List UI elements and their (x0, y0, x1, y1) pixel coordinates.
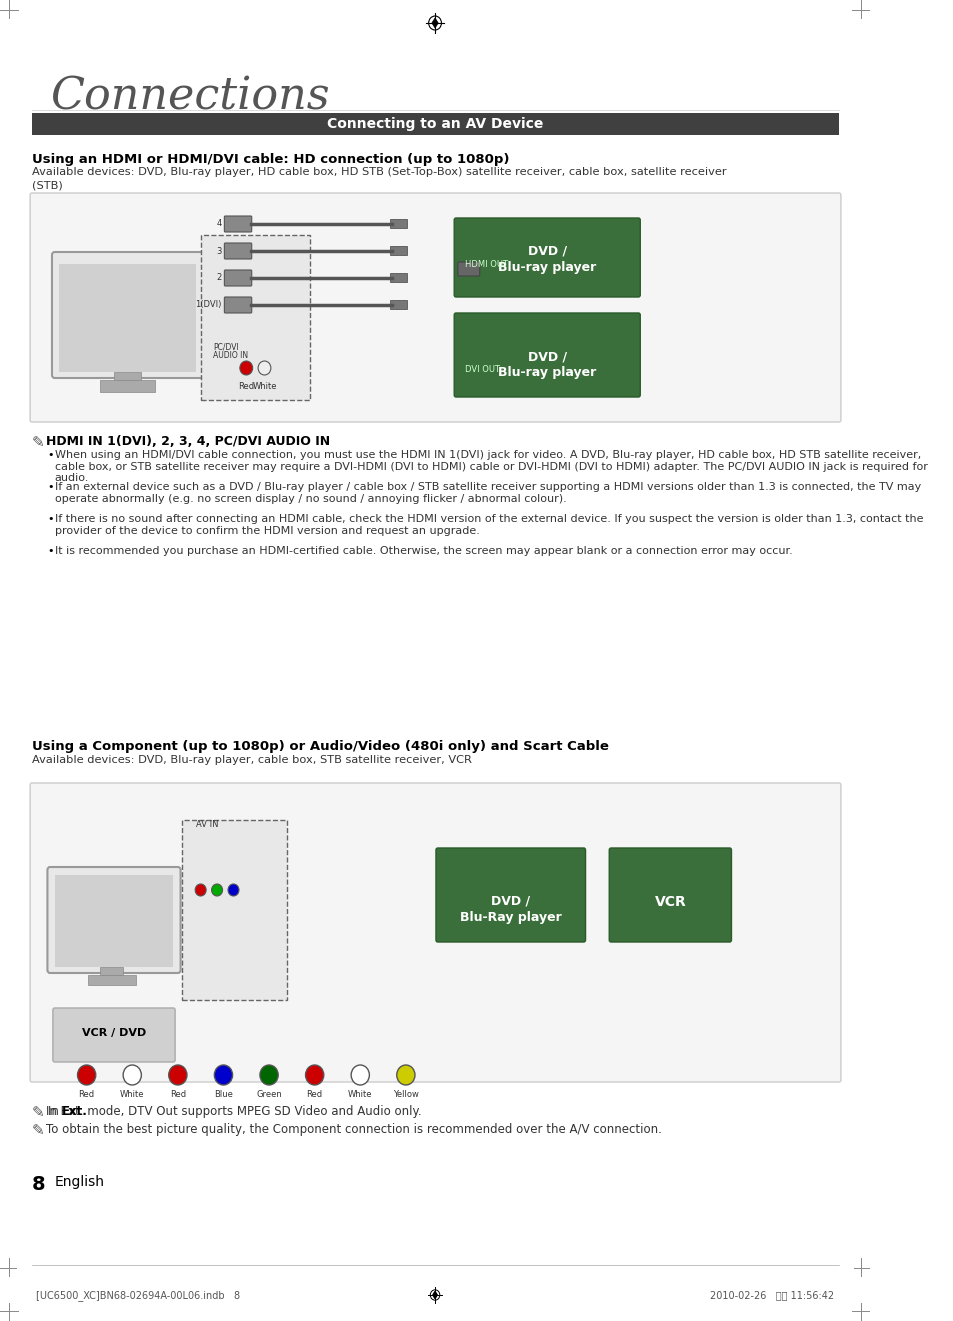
Bar (390, 219, 406, 229)
Text: Available devices: DVD, Blu-ray player, HD cable box, HD STB (Set-Top-Box) satel: Available devices: DVD, Blu-ray player, … (31, 166, 726, 190)
Circle shape (258, 361, 271, 375)
FancyBboxPatch shape (454, 313, 639, 398)
Circle shape (214, 1065, 233, 1085)
Text: •: • (48, 450, 54, 460)
Text: Red: Red (78, 1090, 94, 1099)
Bar (390, 300, 406, 309)
Text: 1(DVI): 1(DVI) (195, 300, 221, 309)
FancyBboxPatch shape (224, 217, 252, 232)
Text: Using an HDMI or HDMI/DVI cable: HD connection (up to 1080p): Using an HDMI or HDMI/DVI cable: HD conn… (31, 153, 509, 166)
Text: 4: 4 (216, 219, 221, 229)
FancyBboxPatch shape (182, 820, 287, 1000)
Text: Blue: Blue (213, 1090, 233, 1099)
Bar (89, 975, 135, 985)
Bar (100, 967, 123, 975)
FancyBboxPatch shape (454, 218, 639, 297)
Bar (100, 380, 155, 392)
FancyBboxPatch shape (224, 269, 252, 287)
FancyBboxPatch shape (30, 783, 840, 1082)
Text: White: White (252, 382, 276, 391)
Circle shape (239, 361, 253, 375)
Text: •: • (48, 514, 54, 524)
Bar (114, 373, 141, 382)
Polygon shape (433, 1292, 436, 1299)
FancyBboxPatch shape (224, 243, 252, 259)
Text: DVD /
Blu-ray player: DVD / Blu-ray player (497, 350, 596, 379)
Text: When using an HDMI/DVI cable connection, you must use the HDMI IN 1(DVI) jack fo: When using an HDMI/DVI cable connection,… (54, 450, 926, 483)
Text: Red: Red (306, 1090, 322, 1099)
Text: PC/DVI: PC/DVI (213, 343, 239, 351)
Text: HDMI OUT: HDMI OUT (465, 260, 508, 269)
Bar (390, 273, 406, 281)
Text: •: • (48, 546, 54, 556)
Text: White: White (120, 1090, 144, 1099)
Polygon shape (432, 18, 437, 28)
FancyBboxPatch shape (30, 193, 840, 421)
Text: If there is no sound after connecting an HDMI cable, check the HDMI version of t: If there is no sound after connecting an… (54, 514, 923, 535)
Text: ✎: ✎ (31, 435, 45, 450)
Text: ✎: ✎ (31, 1123, 45, 1137)
FancyBboxPatch shape (436, 848, 585, 942)
Text: [UC6500_XC]BN68-02694A-00L06.indb   8: [UC6500_XC]BN68-02694A-00L06.indb 8 (36, 1291, 240, 1301)
Text: ✎: ✎ (31, 1104, 45, 1120)
Text: •: • (48, 482, 54, 491)
Text: English: English (54, 1174, 105, 1189)
Text: DVI OUT: DVI OUT (465, 365, 499, 374)
FancyBboxPatch shape (51, 252, 203, 378)
Text: AUDIO IN: AUDIO IN (213, 351, 249, 361)
Circle shape (305, 1065, 323, 1085)
Text: 8: 8 (31, 1174, 46, 1194)
Text: Red: Red (170, 1090, 186, 1099)
Text: White: White (348, 1090, 372, 1099)
Text: VCR / DVD: VCR / DVD (82, 1028, 146, 1038)
Circle shape (351, 1065, 369, 1085)
Text: Using a Component (up to 1080p) or Audio/Video (480i only) and Scart Cable: Using a Component (up to 1080p) or Audio… (31, 740, 608, 753)
FancyBboxPatch shape (59, 264, 196, 373)
Text: In Ext. mode, DTV Out supports MPEG SD Video and Audio only.: In Ext. mode, DTV Out supports MPEG SD V… (46, 1104, 421, 1118)
Circle shape (195, 884, 206, 896)
FancyBboxPatch shape (52, 1008, 175, 1062)
Circle shape (259, 1065, 278, 1085)
Text: HDMI IN 1(DVI), 2, 3, 4, PC/DVI AUDIO IN: HDMI IN 1(DVI), 2, 3, 4, PC/DVI AUDIO IN (46, 435, 330, 448)
Text: 2: 2 (216, 273, 221, 283)
FancyBboxPatch shape (224, 297, 252, 313)
Circle shape (77, 1065, 95, 1085)
FancyBboxPatch shape (54, 875, 173, 967)
Text: DVD /
Blu-Ray player: DVD / Blu-Ray player (459, 896, 561, 923)
Text: Green: Green (256, 1090, 282, 1099)
Text: In: In (49, 1104, 63, 1118)
Text: Available devices: DVD, Blu-ray player, cable box, STB satellite receiver, VCR: Available devices: DVD, Blu-ray player, … (31, 756, 472, 765)
FancyBboxPatch shape (457, 262, 479, 276)
Circle shape (212, 884, 222, 896)
FancyBboxPatch shape (200, 235, 310, 400)
Text: Yellow: Yellow (393, 1090, 418, 1099)
Circle shape (169, 1065, 187, 1085)
FancyBboxPatch shape (48, 867, 180, 974)
Text: If an external device such as a DVD / Blu-ray player / cable box / STB satellite: If an external device such as a DVD / Bl… (54, 482, 920, 503)
Text: It is recommended you purchase an HDMI-certified cable. Otherwise, the screen ma: It is recommended you purchase an HDMI-c… (54, 546, 792, 556)
Text: DVD /
Blu-ray player: DVD / Blu-ray player (497, 244, 596, 273)
Circle shape (396, 1065, 415, 1085)
Text: Ext.: Ext. (62, 1104, 88, 1118)
Text: Connections: Connections (51, 75, 330, 118)
Circle shape (228, 884, 238, 896)
Text: To obtain the best picture quality, the Component connection is recommended over: To obtain the best picture quality, the … (46, 1123, 660, 1136)
Text: Connecting to an AV Device: Connecting to an AV Device (327, 118, 542, 131)
Text: 2010-02-26   오후 11:56:42: 2010-02-26 오후 11:56:42 (710, 1291, 834, 1300)
FancyBboxPatch shape (609, 848, 731, 942)
Text: 3: 3 (216, 247, 221, 255)
Circle shape (123, 1065, 141, 1085)
Bar (390, 246, 406, 255)
Text: VCR: VCR (654, 896, 685, 909)
Text: AV IN: AV IN (196, 820, 218, 830)
Text: Red: Red (238, 382, 254, 391)
FancyBboxPatch shape (31, 114, 839, 135)
